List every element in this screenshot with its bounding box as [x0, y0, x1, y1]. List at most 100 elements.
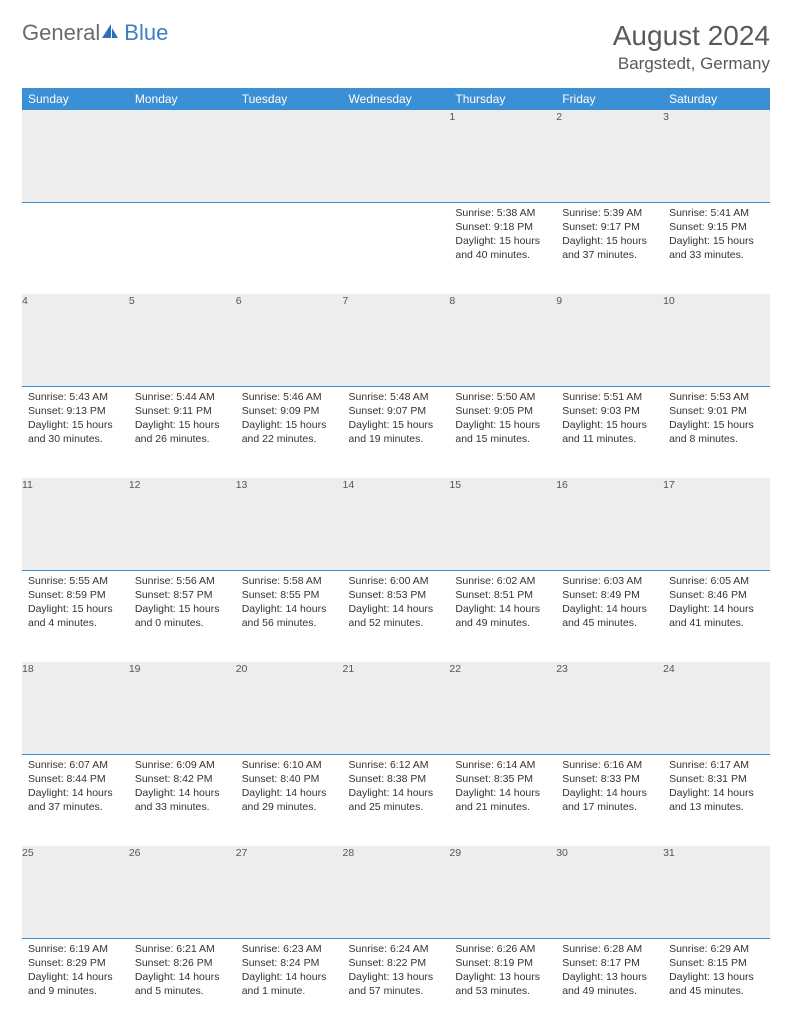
weekday-header-row: SundayMondayTuesdayWednesdayThursdayFrid…	[22, 88, 770, 110]
day-details: Sunrise: 6:14 AMSunset: 8:35 PMDaylight:…	[449, 755, 556, 819]
sunrise-text: Sunrise: 5:39 AM	[562, 206, 657, 220]
day-details: Sunrise: 5:44 AMSunset: 9:11 PMDaylight:…	[129, 387, 236, 451]
sunset-text: Sunset: 8:35 PM	[455, 772, 550, 786]
day-number: 21	[343, 662, 450, 754]
day-cell: Sunrise: 6:03 AMSunset: 8:49 PMDaylight:…	[556, 570, 663, 662]
day-number: 6	[236, 294, 343, 386]
sunset-text: Sunset: 9:13 PM	[28, 404, 123, 418]
logo-text-blue: Blue	[124, 20, 168, 46]
day-cell: Sunrise: 6:19 AMSunset: 8:29 PMDaylight:…	[22, 938, 129, 1030]
sunrise-text: Sunrise: 5:44 AM	[135, 390, 230, 404]
sunset-text: Sunset: 8:53 PM	[349, 588, 444, 602]
daylight-text-1: Daylight: 15 hours	[135, 602, 230, 616]
sunset-text: Sunset: 8:40 PM	[242, 772, 337, 786]
sunrise-text: Sunrise: 6:21 AM	[135, 942, 230, 956]
daylight-text-2: and 1 minute.	[242, 984, 337, 998]
daylight-text-2: and 53 minutes.	[455, 984, 550, 998]
sunrise-text: Sunrise: 6:28 AM	[562, 942, 657, 956]
day-cell: Sunrise: 5:38 AMSunset: 9:18 PMDaylight:…	[449, 202, 556, 294]
daylight-text-1: Daylight: 14 hours	[349, 786, 444, 800]
sunset-text: Sunset: 8:51 PM	[455, 588, 550, 602]
sunrise-text: Sunrise: 6:26 AM	[455, 942, 550, 956]
daylight-text-1: Daylight: 15 hours	[135, 418, 230, 432]
day-number: 28	[343, 846, 450, 938]
sail-icon	[100, 22, 120, 45]
sunset-text: Sunset: 9:11 PM	[135, 404, 230, 418]
daylight-text-2: and 57 minutes.	[349, 984, 444, 998]
sunrise-text: Sunrise: 6:03 AM	[562, 574, 657, 588]
daylight-text-1: Daylight: 15 hours	[349, 418, 444, 432]
sunrise-text: Sunrise: 5:51 AM	[562, 390, 657, 404]
daylight-text-1: Daylight: 14 hours	[669, 602, 764, 616]
daylight-text-2: and 8 minutes.	[669, 432, 764, 446]
sunset-text: Sunset: 8:19 PM	[455, 956, 550, 970]
day-number: 27	[236, 846, 343, 938]
sunset-text: Sunset: 9:15 PM	[669, 220, 764, 234]
day-cell: Sunrise: 6:10 AMSunset: 8:40 PMDaylight:…	[236, 754, 343, 846]
daylight-text-1: Daylight: 14 hours	[562, 786, 657, 800]
sunset-text: Sunset: 9:03 PM	[562, 404, 657, 418]
daylight-text-1: Daylight: 14 hours	[242, 970, 337, 984]
day-number: 4	[22, 294, 129, 386]
daylight-text-2: and 0 minutes.	[135, 616, 230, 630]
sunset-text: Sunset: 8:17 PM	[562, 956, 657, 970]
sunset-text: Sunset: 9:01 PM	[669, 404, 764, 418]
daylight-text-2: and 30 minutes.	[28, 432, 123, 446]
day-details: Sunrise: 6:28 AMSunset: 8:17 PMDaylight:…	[556, 939, 663, 1003]
day-cell: Sunrise: 6:16 AMSunset: 8:33 PMDaylight:…	[556, 754, 663, 846]
day-number: 8	[449, 294, 556, 386]
day-number: 24	[663, 662, 770, 754]
day-cell	[129, 202, 236, 294]
daylight-text-2: and 25 minutes.	[349, 800, 444, 814]
weekday-header: Wednesday	[343, 88, 450, 110]
page-header: General Blue August 2024 Bargstedt, Germ…	[22, 20, 770, 74]
weekday-header: Friday	[556, 88, 663, 110]
daylight-text-2: and 29 minutes.	[242, 800, 337, 814]
day-cell: Sunrise: 5:53 AMSunset: 9:01 PMDaylight:…	[663, 386, 770, 478]
day-cell: Sunrise: 5:51 AMSunset: 9:03 PMDaylight:…	[556, 386, 663, 478]
day-number: 3	[663, 110, 770, 202]
week-row: Sunrise: 5:43 AMSunset: 9:13 PMDaylight:…	[22, 386, 770, 478]
weekday-header: Thursday	[449, 88, 556, 110]
sunrise-text: Sunrise: 6:24 AM	[349, 942, 444, 956]
day-details: Sunrise: 5:56 AMSunset: 8:57 PMDaylight:…	[129, 571, 236, 635]
day-details: Sunrise: 5:50 AMSunset: 9:05 PMDaylight:…	[449, 387, 556, 451]
sunrise-text: Sunrise: 6:17 AM	[669, 758, 764, 772]
sunrise-text: Sunrise: 5:58 AM	[242, 574, 337, 588]
logo-text-general: General	[22, 20, 100, 46]
daylight-text-2: and 49 minutes.	[562, 984, 657, 998]
day-details: Sunrise: 5:39 AMSunset: 9:17 PMDaylight:…	[556, 203, 663, 267]
sunset-text: Sunset: 8:57 PM	[135, 588, 230, 602]
daylight-text-1: Daylight: 14 hours	[455, 786, 550, 800]
daylight-text-2: and 37 minutes.	[562, 248, 657, 262]
day-cell	[343, 202, 450, 294]
sunset-text: Sunset: 9:09 PM	[242, 404, 337, 418]
daylight-text-1: Daylight: 15 hours	[669, 418, 764, 432]
day-details: Sunrise: 6:17 AMSunset: 8:31 PMDaylight:…	[663, 755, 770, 819]
daylight-text-1: Daylight: 14 hours	[562, 602, 657, 616]
daynum-row: 123	[22, 110, 770, 202]
day-number: 5	[129, 294, 236, 386]
daylight-text-2: and 26 minutes.	[135, 432, 230, 446]
daylight-text-1: Daylight: 13 hours	[669, 970, 764, 984]
day-cell: Sunrise: 6:29 AMSunset: 8:15 PMDaylight:…	[663, 938, 770, 1030]
daylight-text-2: and 17 minutes.	[562, 800, 657, 814]
daylight-text-1: Daylight: 14 hours	[669, 786, 764, 800]
daylight-text-1: Daylight: 14 hours	[135, 786, 230, 800]
day-cell	[236, 202, 343, 294]
daylight-text-2: and 33 minutes.	[135, 800, 230, 814]
sunrise-text: Sunrise: 6:12 AM	[349, 758, 444, 772]
daylight-text-2: and 9 minutes.	[28, 984, 123, 998]
sunset-text: Sunset: 8:42 PM	[135, 772, 230, 786]
day-cell: Sunrise: 6:09 AMSunset: 8:42 PMDaylight:…	[129, 754, 236, 846]
day-cell: Sunrise: 5:46 AMSunset: 9:09 PMDaylight:…	[236, 386, 343, 478]
sunrise-text: Sunrise: 6:10 AM	[242, 758, 337, 772]
weekday-header: Sunday	[22, 88, 129, 110]
day-details: Sunrise: 6:02 AMSunset: 8:51 PMDaylight:…	[449, 571, 556, 635]
day-number: 31	[663, 846, 770, 938]
day-cell: Sunrise: 5:55 AMSunset: 8:59 PMDaylight:…	[22, 570, 129, 662]
daylight-text-2: and 37 minutes.	[28, 800, 123, 814]
weekday-header: Saturday	[663, 88, 770, 110]
sunset-text: Sunset: 8:44 PM	[28, 772, 123, 786]
day-number: 18	[22, 662, 129, 754]
